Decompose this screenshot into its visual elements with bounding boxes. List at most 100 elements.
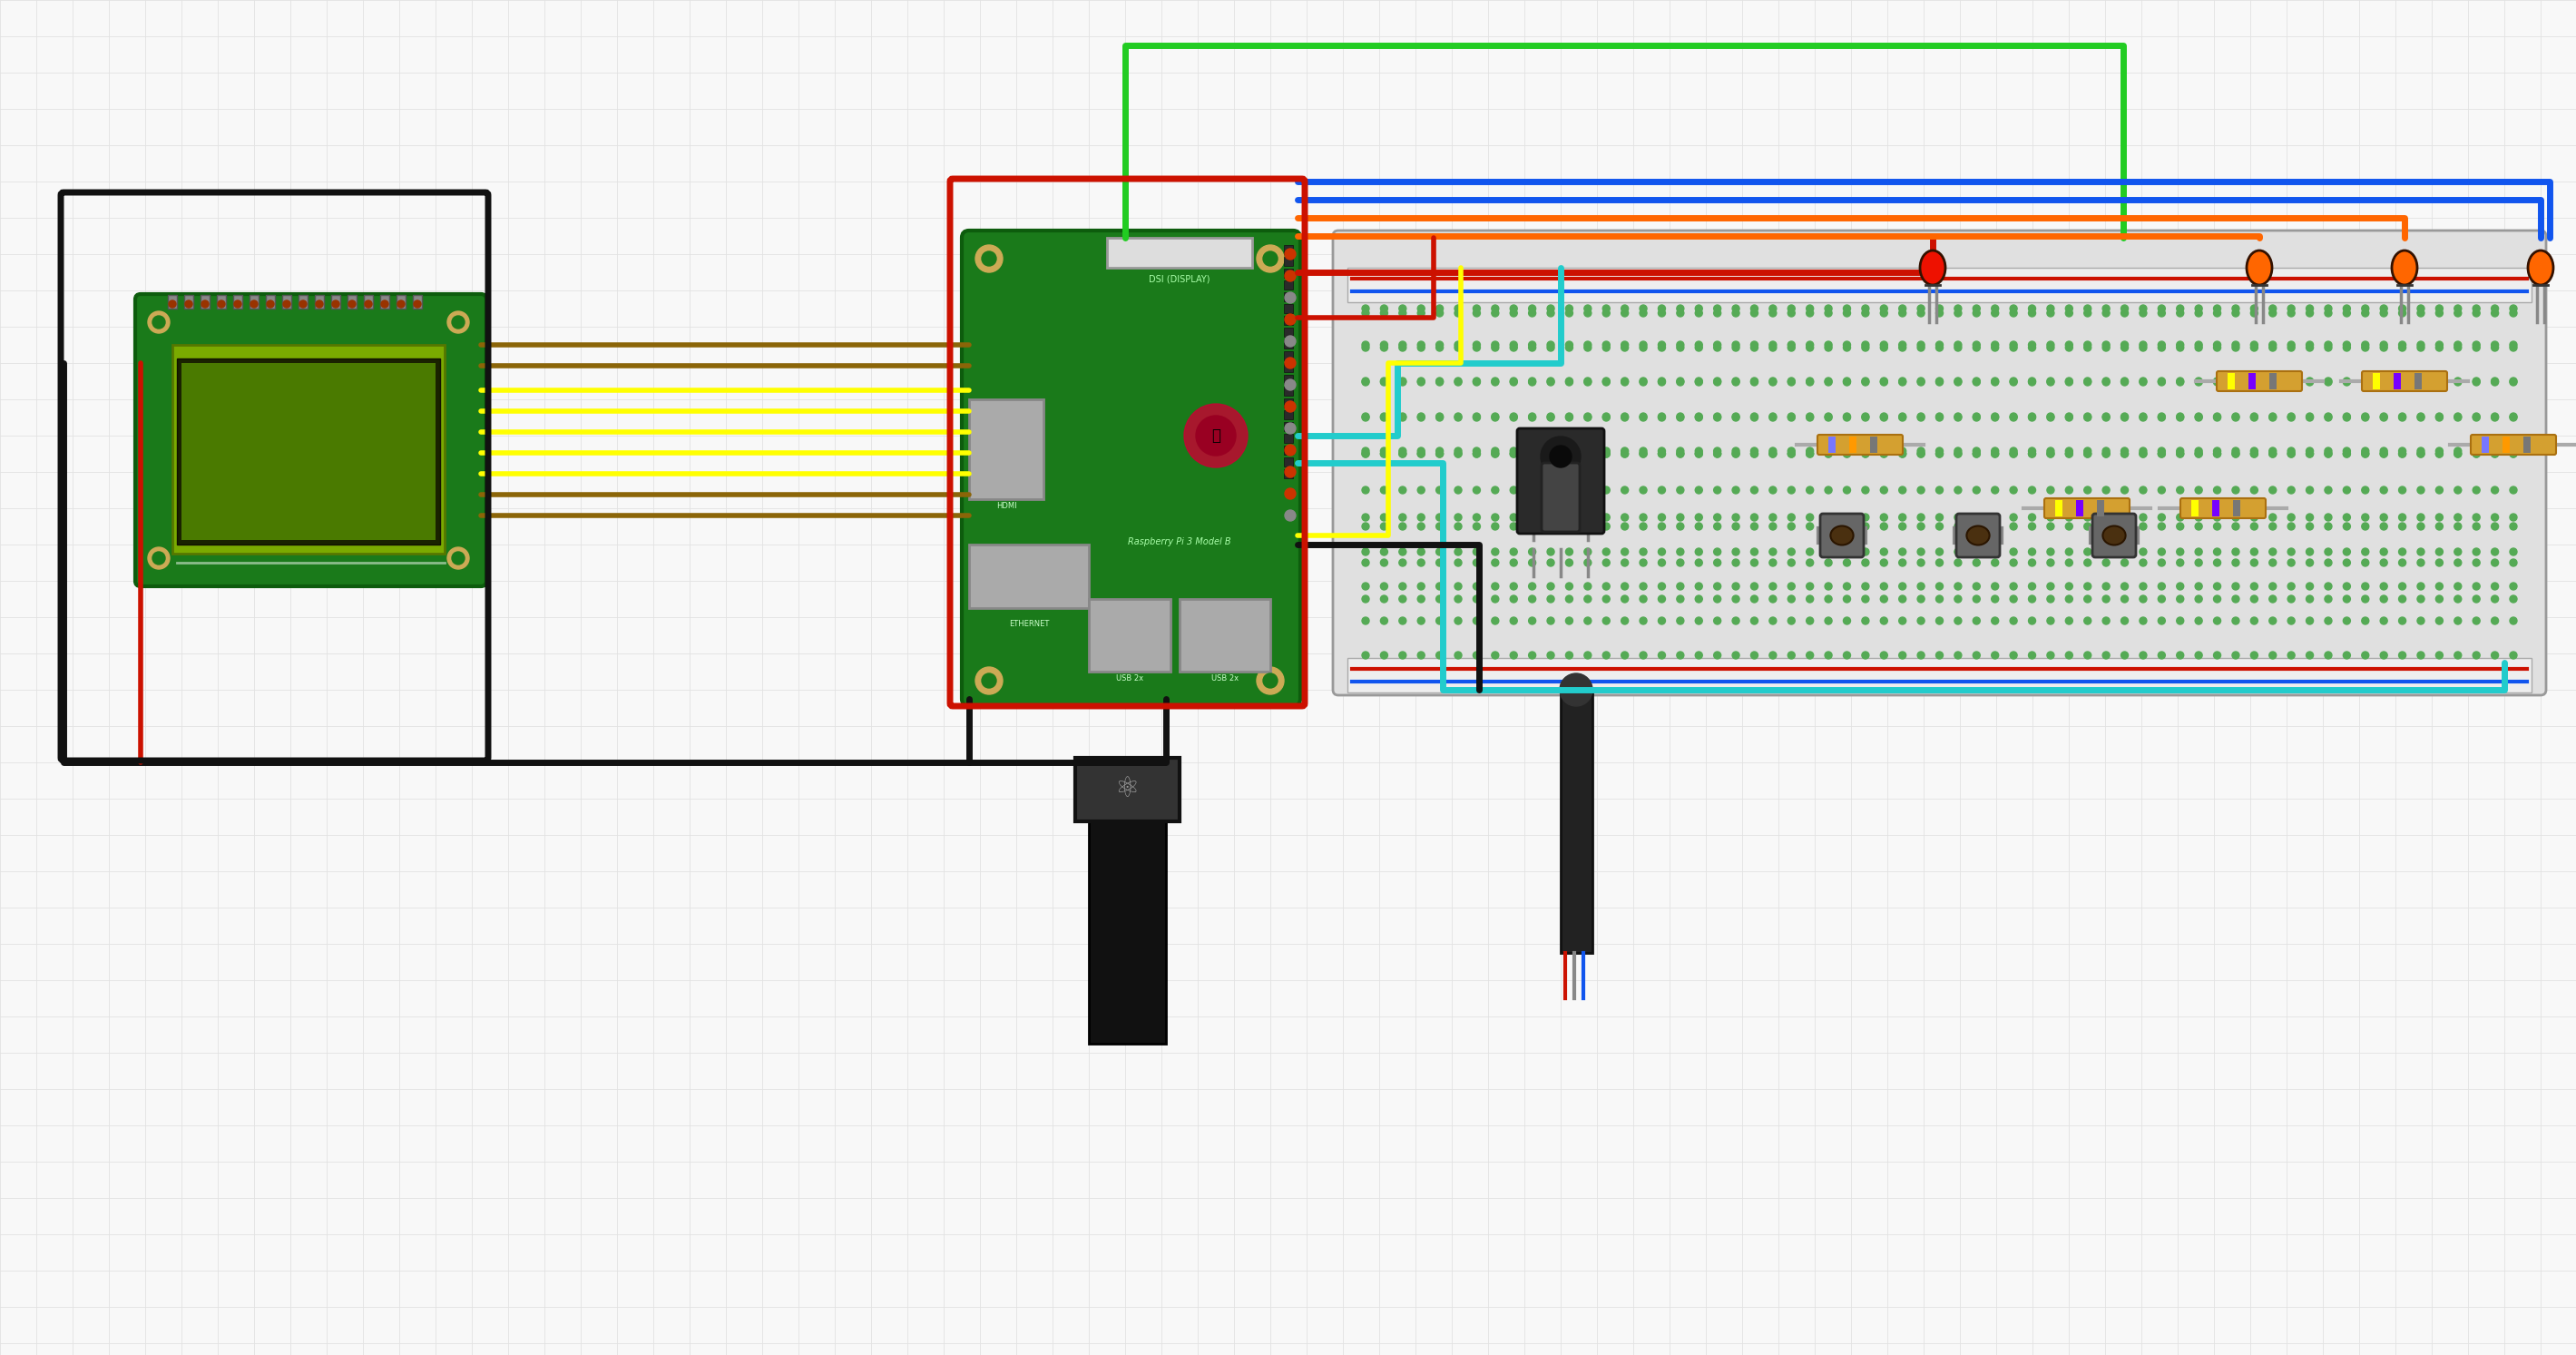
Circle shape [1935,341,1942,348]
FancyBboxPatch shape [1819,435,1904,455]
Circle shape [1770,486,1777,493]
Circle shape [2344,617,2349,625]
Circle shape [1752,523,1757,530]
Circle shape [2380,378,2388,386]
Circle shape [1935,450,1942,458]
Circle shape [1731,378,1739,385]
Circle shape [1528,378,1535,385]
Bar [2233,500,2241,516]
Circle shape [1824,549,1832,556]
Circle shape [2213,413,2221,421]
Circle shape [1770,341,1777,348]
Circle shape [2509,413,2517,420]
Circle shape [981,252,997,266]
Circle shape [2362,305,2370,312]
Circle shape [2306,341,2313,348]
Circle shape [1548,413,1553,420]
Bar [2228,373,2236,389]
Circle shape [2048,378,2053,385]
Circle shape [1473,309,1481,317]
Circle shape [1917,549,1924,556]
Circle shape [1899,378,1906,386]
Circle shape [1955,523,1963,530]
Circle shape [2455,341,2463,348]
Circle shape [1473,514,1481,520]
Circle shape [2324,450,2331,458]
Circle shape [2213,549,2221,556]
Circle shape [1548,652,1553,659]
Circle shape [2416,378,2424,386]
Circle shape [1285,314,1296,325]
Circle shape [1473,583,1481,589]
Circle shape [2362,413,2370,420]
Bar [178,359,440,545]
Circle shape [1752,595,1757,603]
Circle shape [2066,447,2074,455]
FancyBboxPatch shape [2092,514,2136,557]
Circle shape [2120,447,2128,455]
Circle shape [2251,378,2257,385]
Circle shape [2213,305,2221,312]
Circle shape [234,301,242,308]
Circle shape [2509,447,2517,455]
Circle shape [2251,305,2257,312]
Circle shape [2048,617,2053,625]
Circle shape [1844,514,1850,520]
Circle shape [1677,378,1685,386]
Circle shape [1824,560,1832,566]
Circle shape [2437,450,2442,458]
Circle shape [1935,305,1942,312]
Circle shape [1806,617,1814,625]
Bar [1283,257,1293,266]
Circle shape [1602,413,1610,421]
Circle shape [1285,336,1296,347]
Circle shape [1935,486,1942,493]
Bar [234,295,242,309]
Circle shape [1399,309,1406,317]
Circle shape [1824,595,1832,603]
Circle shape [1195,416,1236,455]
Circle shape [2213,486,2221,493]
Circle shape [1602,450,1610,458]
Circle shape [2120,583,2128,589]
Circle shape [2344,549,2349,556]
Circle shape [2455,309,2463,317]
Circle shape [1880,305,1888,312]
Circle shape [448,312,469,333]
Circle shape [2455,652,2463,659]
Circle shape [1844,344,1850,351]
Circle shape [2009,617,2017,625]
Circle shape [1641,560,1646,566]
Circle shape [1528,413,1535,421]
Circle shape [2380,341,2388,348]
Circle shape [2380,413,2388,421]
Circle shape [1880,595,1888,603]
Circle shape [1602,560,1610,566]
Circle shape [1824,378,1832,385]
Circle shape [1899,595,1906,603]
Circle shape [397,301,404,308]
FancyBboxPatch shape [1955,514,1999,557]
Circle shape [2231,583,2239,589]
Circle shape [1510,595,1517,603]
Circle shape [2509,305,2517,312]
Circle shape [2491,450,2499,458]
Circle shape [1713,309,1721,317]
Circle shape [2195,413,2202,421]
Circle shape [2177,378,2184,386]
Circle shape [1641,413,1646,421]
Circle shape [1844,450,1850,458]
Circle shape [1955,450,1963,458]
Circle shape [2269,447,2277,455]
Circle shape [1899,344,1906,351]
Circle shape [366,301,371,308]
Circle shape [1917,378,1924,385]
Circle shape [2066,344,2074,351]
Bar [969,400,1043,499]
Circle shape [1473,450,1481,458]
Circle shape [1770,652,1777,659]
Bar [1829,436,1837,453]
Circle shape [1528,450,1535,458]
Circle shape [1602,378,1610,386]
Circle shape [2491,652,2499,659]
